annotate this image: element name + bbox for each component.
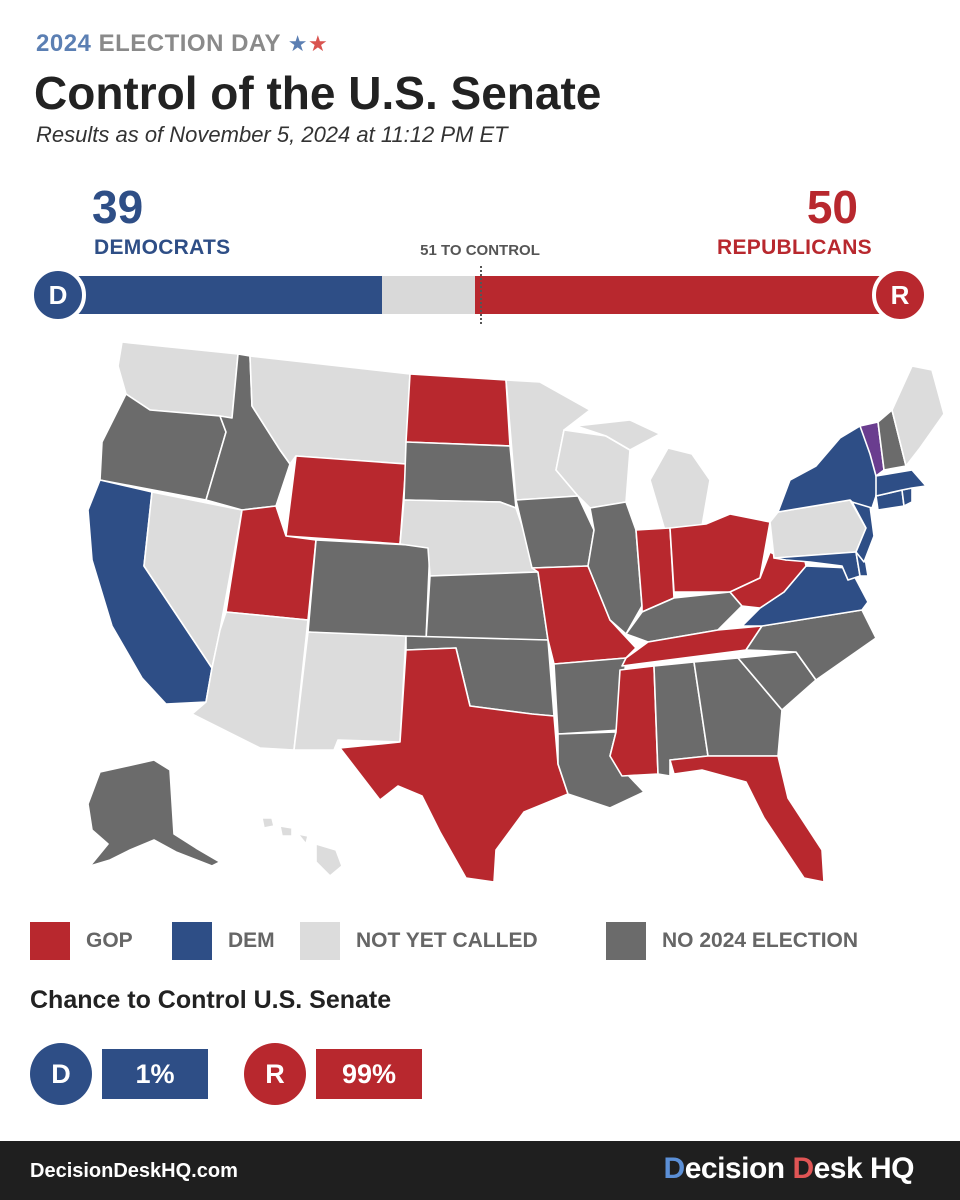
state-me[interactable] — [891, 365, 945, 467]
state-az[interactable] — [191, 611, 309, 751]
chance-dem-value: 1% — [102, 1049, 208, 1099]
state-nd[interactable] — [405, 373, 511, 447]
brand-logo-check-icon-2: D — [792, 1152, 814, 1185]
legend-dem: DEM — [172, 922, 275, 960]
state-ar[interactable] — [553, 657, 627, 735]
legend-label-no-election: NO 2024 ELECTION — [662, 929, 859, 952]
state-hi[interactable] — [261, 817, 343, 877]
seat-bar-dem — [50, 276, 382, 314]
brand-logo-check-icon: D — [663, 1152, 686, 1185]
legend-swatch-not-called — [300, 922, 340, 960]
state-vt[interactable] — [859, 421, 885, 477]
brand-logo-text-a: ecision — [684, 1152, 793, 1185]
state-in[interactable] — [635, 527, 675, 613]
control-threshold-line — [480, 266, 482, 324]
control-threshold-label: 51 TO CONTROL — [420, 242, 540, 259]
kicker-label: ELECTION DAY — [98, 30, 281, 57]
state-fl[interactable] — [669, 755, 825, 883]
state-co[interactable] — [307, 539, 431, 641]
dem-badge: D — [30, 267, 86, 323]
dem-seat-count: 39 — [92, 181, 144, 233]
state-ma[interactable] — [875, 469, 927, 497]
page-title: Control of the U.S. Senate — [34, 67, 602, 119]
seat-bar-rep — [475, 276, 900, 314]
rep-badge: R — [872, 267, 928, 323]
rep-seat-count: 50 — [806, 181, 858, 233]
state-sd[interactable] — [403, 441, 517, 509]
state-wy[interactable] — [285, 455, 407, 545]
chance-rep-value: 99% — [316, 1049, 422, 1099]
state-ri[interactable] — [901, 487, 913, 507]
brand-logo-text-b: esk HQ — [813, 1152, 915, 1185]
legend-label-gop: GOP — [86, 929, 133, 952]
senate-results-map — [87, 341, 945, 883]
seat-bar — [50, 276, 900, 314]
legend-label-dem: DEM — [228, 929, 275, 952]
legend-not-called: NOT YET CALLED — [300, 922, 538, 960]
kicker: 2024 ELECTION DAY ★★ — [36, 30, 328, 58]
stars-icon: ★★ — [287, 31, 329, 56]
chance-rep-badge: R — [244, 1043, 306, 1105]
state-ga[interactable] — [693, 657, 783, 757]
state-ak[interactable] — [87, 759, 221, 867]
state-oh[interactable] — [669, 513, 771, 593]
legend-no-election: NO 2024 ELECTION — [606, 922, 858, 960]
chance-dem-badge: D — [30, 1043, 92, 1105]
chance-title: Chance to Control U.S. Senate — [30, 986, 392, 1014]
legend-swatch-no-election — [606, 922, 646, 960]
kicker-year: 2024 — [36, 30, 92, 57]
page-subtitle: Results as of November 5, 2024 at 11:12 … — [36, 122, 508, 147]
state-tx[interactable] — [339, 647, 569, 883]
legend-swatch-gop — [30, 922, 70, 960]
state-nm[interactable] — [293, 631, 407, 751]
brand-logo: Decision Desk HQ — [663, 1152, 915, 1186]
footer — [0, 1141, 960, 1200]
state-ks[interactable] — [425, 571, 549, 641]
footer-url-link[interactable]: DecisionDeskHQ.com — [30, 1160, 238, 1182]
legend-gop: GOP — [30, 922, 133, 960]
dem-label: DEMOCRATS — [94, 236, 231, 259]
legend-label-not-called: NOT YET CALLED — [356, 929, 538, 952]
legend-swatch-dem — [172, 922, 212, 960]
rep-label: REPUBLICANS — [717, 236, 872, 259]
